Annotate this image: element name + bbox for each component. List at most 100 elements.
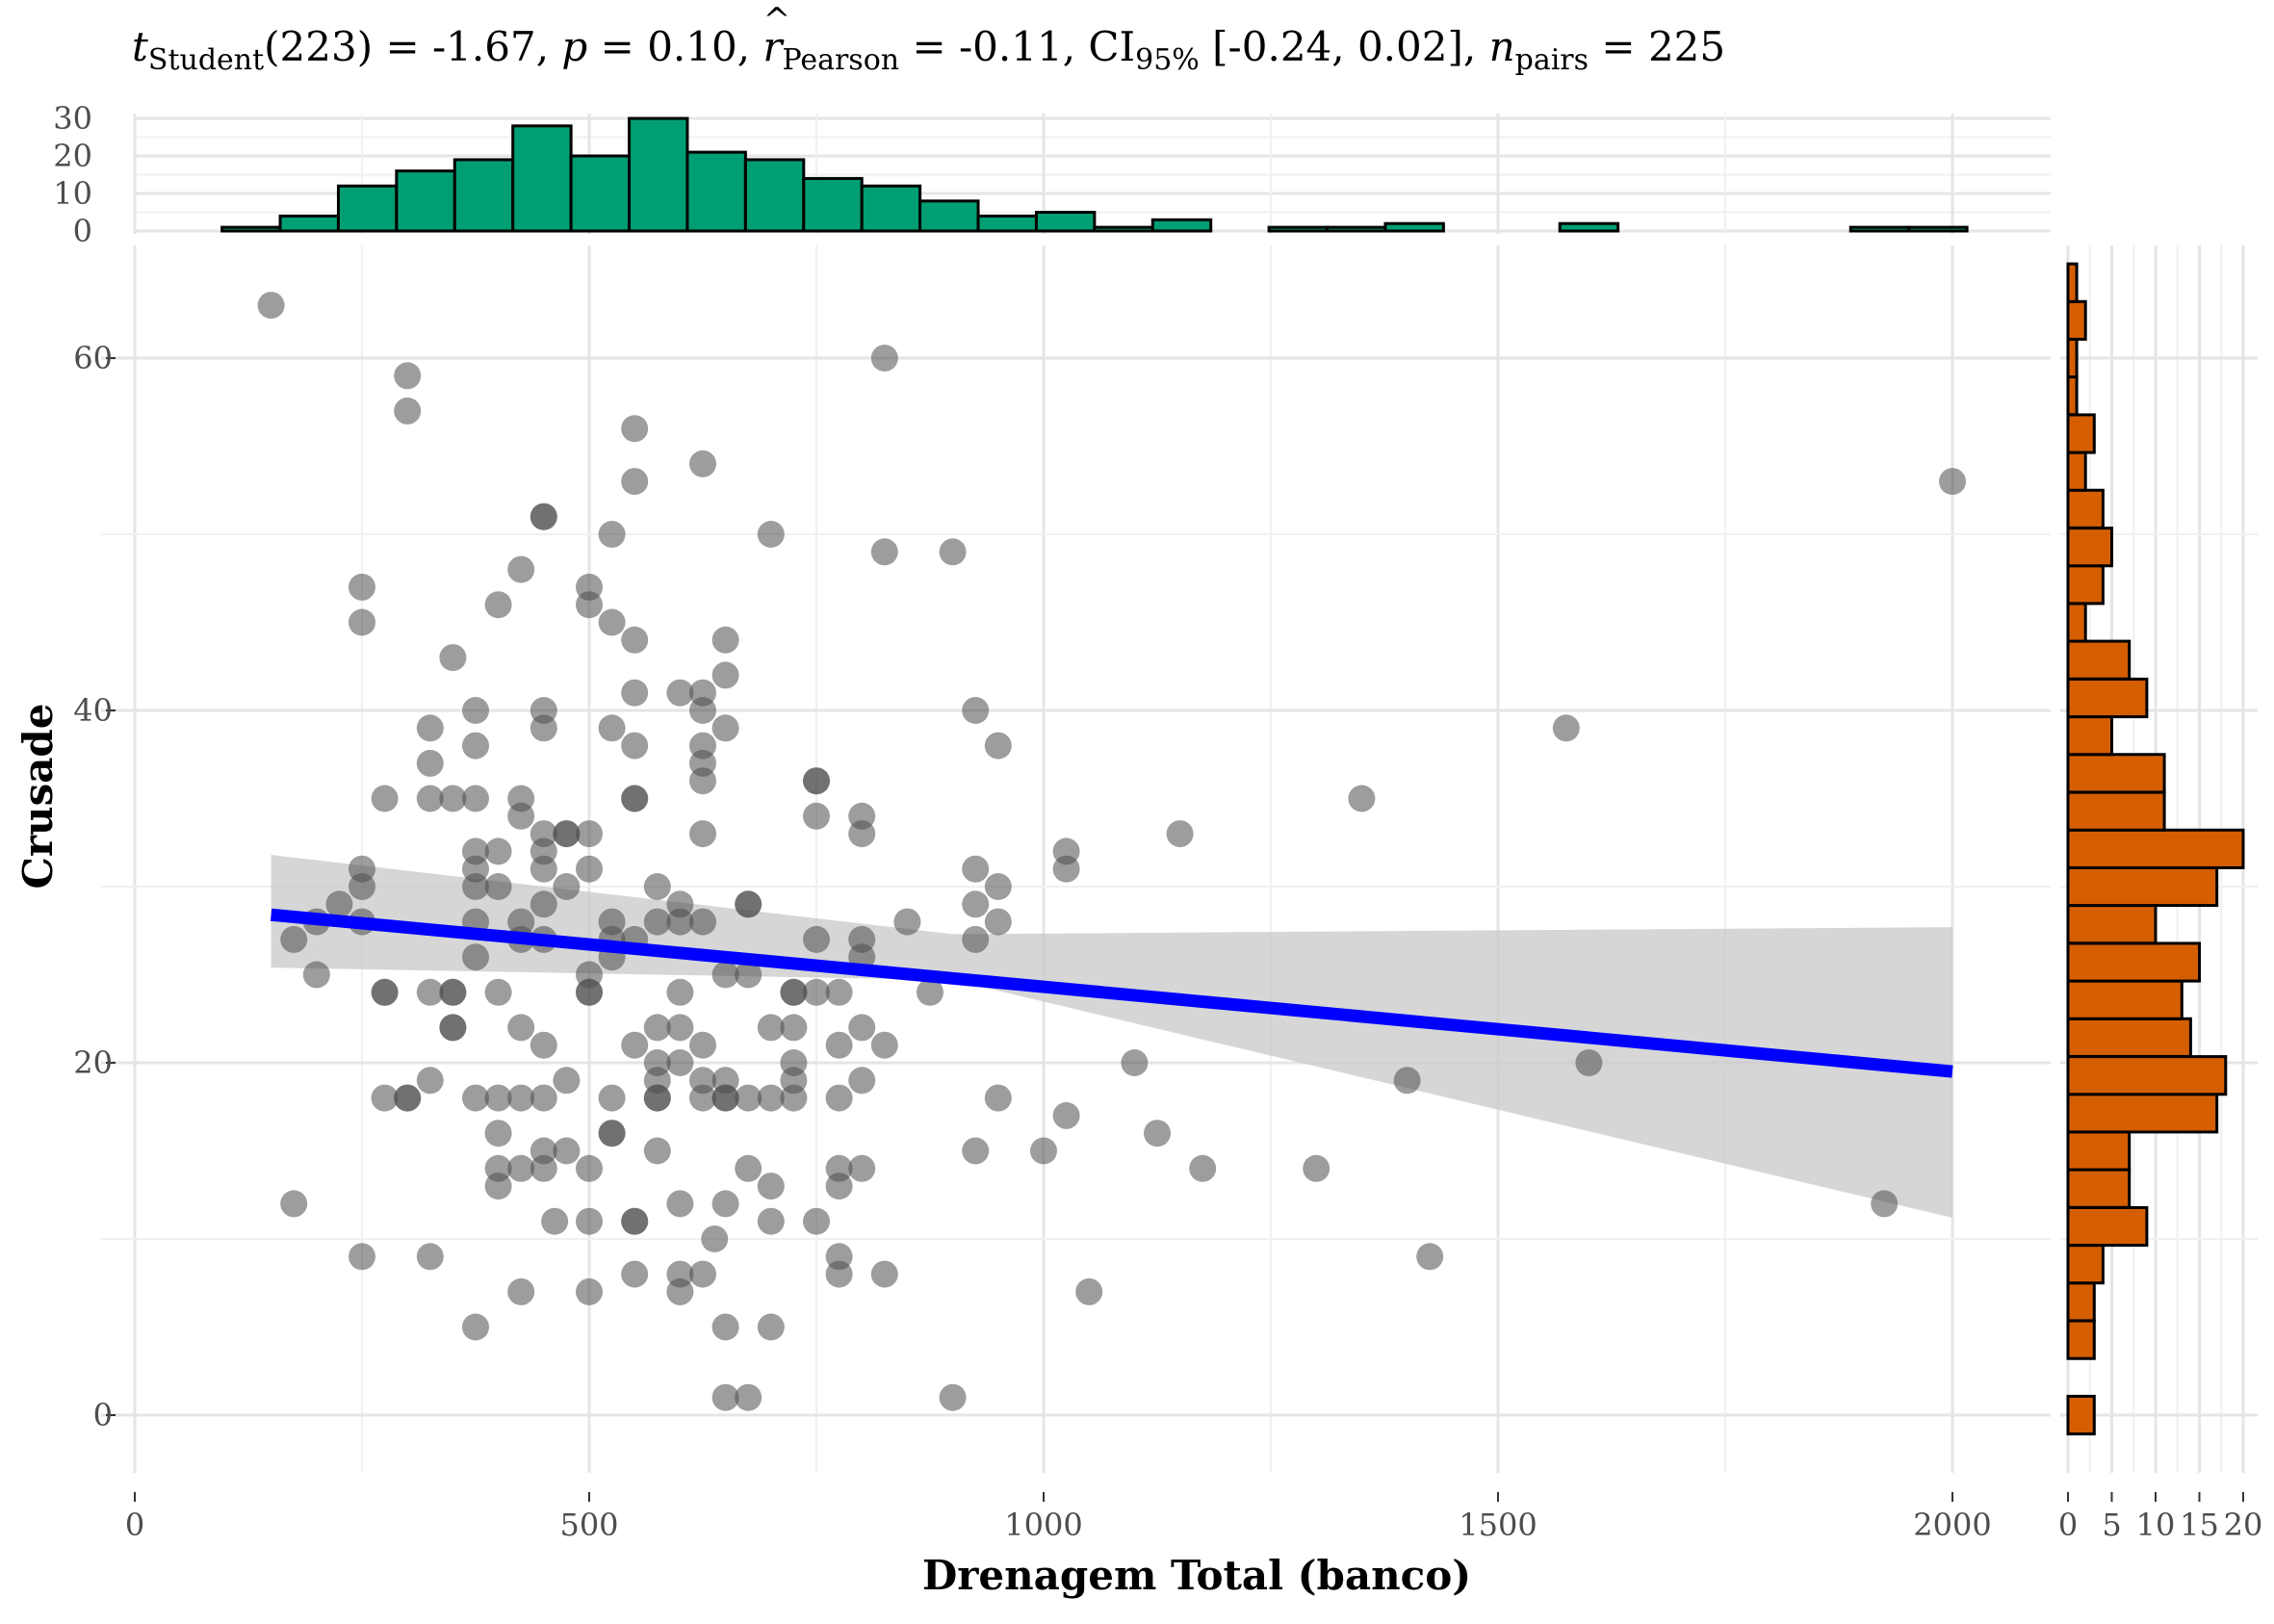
top-hist-bar xyxy=(395,169,456,233)
side-hist-tick-label: 0 xyxy=(2058,1507,2078,1543)
scatter-point xyxy=(689,450,716,477)
scatter-point xyxy=(870,345,898,372)
top-hist-tick-label: 20 xyxy=(53,138,92,174)
title-p-value: = 0.10, xyxy=(587,23,762,70)
scatter-point xyxy=(666,1014,694,1042)
scatter-point xyxy=(507,1277,535,1305)
scatter-point xyxy=(757,1207,785,1235)
scatter-point xyxy=(280,1190,308,1218)
side-hist-bar xyxy=(2066,1205,2149,1248)
scatter-point xyxy=(621,1031,649,1059)
scatter-point xyxy=(848,820,876,848)
side-hist-bar xyxy=(2066,904,2158,945)
side-hist-bar xyxy=(2066,1055,2228,1096)
scatter-point xyxy=(1575,1049,1603,1076)
scatter-point xyxy=(666,1190,694,1218)
scatter-point xyxy=(349,1243,375,1271)
top-hist-bar xyxy=(278,214,340,233)
scatter-point xyxy=(1166,820,1194,848)
x-tick-label: 1000 xyxy=(1004,1507,1082,1543)
scatter-point xyxy=(962,890,990,918)
side-hist-bar xyxy=(2066,1168,2132,1209)
side-hist-tick-label: 20 xyxy=(2224,1507,2263,1543)
title-ci-sub: 95% xyxy=(1135,43,1200,77)
scatter-point xyxy=(530,1031,557,1059)
top-hist-bar xyxy=(1326,225,1387,233)
scatter-point xyxy=(825,1260,853,1288)
scatter-point xyxy=(394,1084,422,1112)
side-hist-bar xyxy=(2066,602,2087,643)
scatter-point xyxy=(576,820,603,848)
top-hist-bar xyxy=(511,124,573,233)
title-r-label: r xyxy=(762,23,785,70)
scatter-point xyxy=(666,908,694,936)
scatter-point xyxy=(484,873,512,900)
x-tick-label: 500 xyxy=(559,1507,618,1543)
scatter-point xyxy=(666,978,694,1006)
scatter-point xyxy=(711,661,739,689)
scatter-point xyxy=(621,1207,649,1235)
scatter-point xyxy=(462,732,489,760)
scatter-point xyxy=(484,1084,512,1112)
scatter-point xyxy=(917,978,943,1006)
top-hist-bar xyxy=(628,116,689,233)
top-hist-tick-label: 10 xyxy=(53,175,92,212)
scatter-point xyxy=(553,1137,581,1165)
scatter-point xyxy=(939,538,967,566)
scatter-point xyxy=(689,1084,716,1112)
top-hist-bar xyxy=(1150,218,1213,233)
top-hist-bar xyxy=(743,158,806,233)
side-hist-bar xyxy=(2066,715,2113,757)
scatter-point xyxy=(984,873,1012,900)
scatter-point xyxy=(462,943,489,971)
scatter-point xyxy=(735,890,762,918)
scatter-point xyxy=(984,732,1012,760)
scatter-point xyxy=(757,1173,785,1200)
scatter-point xyxy=(1871,1190,1899,1218)
y-tick-label: 0 xyxy=(93,1397,113,1433)
scatter-point xyxy=(825,1084,853,1112)
confidence-band xyxy=(271,855,1953,1219)
scatter-point xyxy=(416,1243,444,1271)
side-hist-bar xyxy=(2066,262,2079,303)
title-r-value: = -0.11, CI xyxy=(899,23,1135,70)
scatter-point xyxy=(621,732,649,760)
scatter-point xyxy=(1144,1120,1171,1147)
scatter-point xyxy=(1052,1101,1080,1129)
scatter-point xyxy=(825,978,853,1006)
scatter-point xyxy=(962,697,990,724)
scatter-point xyxy=(870,538,898,566)
scatter-point xyxy=(416,749,444,777)
scatter-point xyxy=(598,608,626,636)
scatter-point xyxy=(484,591,512,619)
scatter-point xyxy=(757,1313,785,1341)
scatter-point xyxy=(803,1207,830,1235)
side-hist-bar xyxy=(2066,979,2184,1020)
side-hist-bar xyxy=(2066,527,2113,568)
scatter-point xyxy=(711,1084,739,1112)
side-hist-tick-label: 5 xyxy=(2102,1507,2121,1543)
scatter-point xyxy=(711,1313,739,1341)
scatter-point xyxy=(962,1137,990,1165)
top-hist-bar xyxy=(1267,225,1330,233)
scatter-point xyxy=(870,1260,898,1288)
side-hist-bar xyxy=(2066,1281,2096,1323)
scatter-point xyxy=(666,1049,694,1076)
side-hist-bar xyxy=(2066,639,2132,681)
top-hist-bar xyxy=(1034,211,1097,233)
scatter-point xyxy=(394,362,422,390)
top-hist-bar xyxy=(918,199,980,233)
regression-line xyxy=(270,908,1953,1078)
scatter-point xyxy=(507,1014,535,1042)
scatter-point xyxy=(598,521,626,548)
scatter-point xyxy=(621,626,649,654)
top-hist-bar xyxy=(685,150,747,233)
scatter-point xyxy=(576,855,603,883)
side-hist-bar xyxy=(2066,337,2079,379)
scatter-point xyxy=(484,838,512,865)
title-n-value: = 225 xyxy=(1589,23,1725,70)
side-hist-bar xyxy=(2066,828,2245,869)
scatter-point xyxy=(1075,1277,1103,1305)
title-n-label: n xyxy=(1489,23,1515,70)
scatter-point xyxy=(1052,855,1080,883)
